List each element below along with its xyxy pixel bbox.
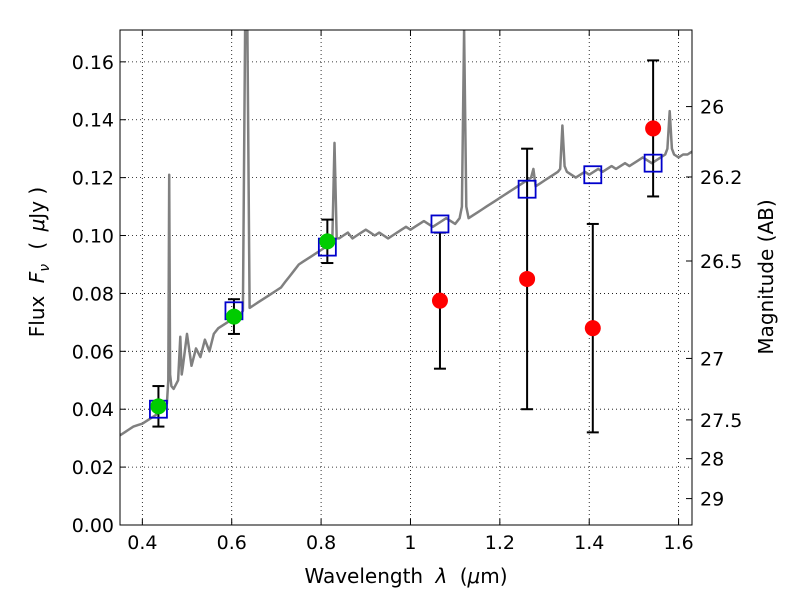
y2-tick-label: 27.5 <box>700 410 742 432</box>
x-tick-label: 0.8 <box>306 532 336 554</box>
red-point <box>519 270 536 287</box>
y-tick-label: 0.14 <box>72 110 114 132</box>
plot-frame <box>119 29 693 526</box>
x-tick-label: 1.4 <box>574 532 604 554</box>
y-axis-label: Flux Fν ( μJy ) <box>25 187 54 337</box>
y-tick-label: 0.08 <box>72 283 114 305</box>
y2-tick-label: 26 <box>700 97 724 119</box>
y2-tick-label: 26.5 <box>700 251 742 273</box>
y-tick-label: 0.12 <box>72 168 114 190</box>
x-tick-label: 0.4 <box>127 532 157 554</box>
model-square <box>430 214 450 234</box>
red-point <box>645 120 662 137</box>
x-tick-label: 1.2 <box>485 532 515 554</box>
y2-tick-label: 26.2 <box>700 167 742 189</box>
y-tick-label: 0.06 <box>72 341 114 363</box>
y-tick-label: 0.00 <box>72 515 114 537</box>
x-axis-label: Wavelength λ (μm) <box>304 564 507 588</box>
x-tick-label: 1.6 <box>663 532 693 554</box>
y2-tick-label: 28 <box>700 449 724 471</box>
y2-tick-label: 27 <box>700 348 724 370</box>
spectrum-line <box>120 30 692 437</box>
data-layer <box>120 30 692 437</box>
grid <box>120 30 692 526</box>
x-tick-label: 0.6 <box>217 532 247 554</box>
red-point <box>584 320 601 337</box>
model-square <box>643 153 663 173</box>
x-tick-label: 1 <box>404 532 416 554</box>
y-tick-label: 0.02 <box>72 457 114 479</box>
y-tick-label: 0.04 <box>72 399 114 421</box>
y2-tick-label: 29 <box>700 489 724 511</box>
red-point <box>431 292 448 309</box>
model-square <box>583 165 603 185</box>
y2-axis-label: Magnitude (AB) <box>754 199 778 354</box>
ticks: 0.4 0.6 0.8 1 1.2 1.4 1.6 0.00 0.02 0.04 0.06 0.08 0… <box>72 30 742 554</box>
green-point <box>150 398 167 415</box>
y-tick-label: 0.16 <box>72 52 114 74</box>
green-point <box>319 233 336 250</box>
model-square <box>517 179 537 199</box>
y-tick-label: 0.10 <box>72 226 114 248</box>
green-point <box>225 308 242 325</box>
